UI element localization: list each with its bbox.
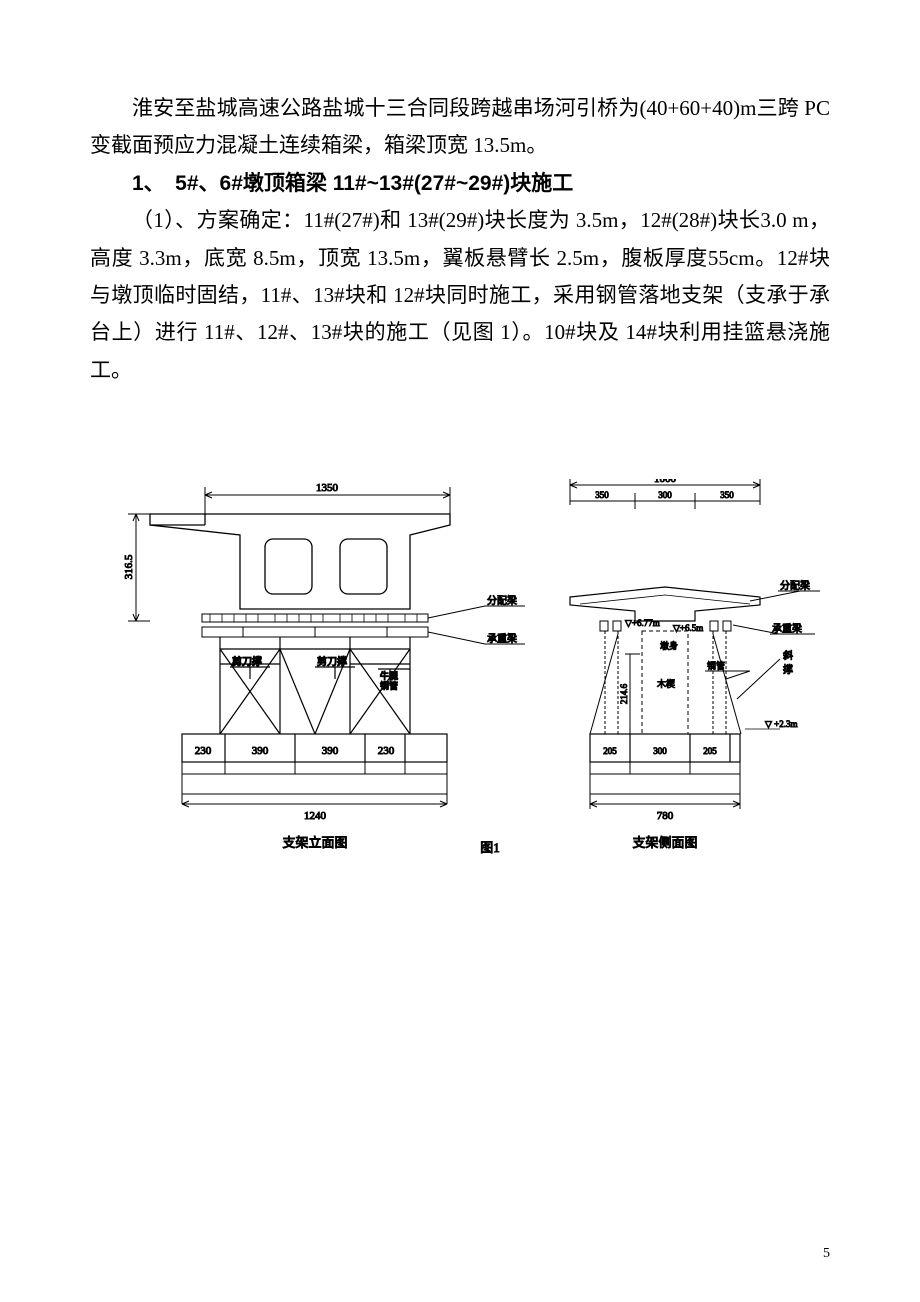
label-dunshen: 墩身 [660,640,678,651]
right-drawing: 1000 350 300 350 [570,479,820,850]
water-right: ▽ +2.3m [745,719,798,729]
dim-rb-2: 205 [703,746,717,756]
label-gangguan: 钢管 [707,660,725,671]
dim-lb-3: 230 [378,745,395,757]
dim-left-top: 1350 [205,482,450,514]
dim-right-bottom-total: 780 [590,774,740,822]
dim-right-top-segs: 350 300 350 [570,490,760,509]
dim-lb-1: 390 [252,745,269,757]
intro-paragraph: 淮安至盐城高速公路盐城十三合同段跨越串场河引桥为(40+60+40)m三跨 PC… [90,90,830,165]
elev-top: ▽+6.77m [625,618,660,628]
label-xiecheng-1: 斜 [783,649,793,662]
dim-lb-0: 230 [195,745,212,757]
label-xiecheng-2: 撑 [783,663,793,676]
dim-left-bottom-total: 1240 [182,774,447,822]
page-number: 5 [823,1246,830,1262]
distribution-beams-left: 分配梁 [202,594,525,622]
dim-left-height: 316.5 [123,514,150,621]
dim-rb-0: 205 [603,746,617,756]
dim-rt-2: 350 [720,490,734,500]
box-girder-left [150,514,450,609]
caption-left: 支架立面图 [282,835,347,850]
figure-svg: 1350 316.5 [100,479,820,859]
document-page: 淮安至盐城高速公路盐城十三合同段跨越串场河引桥为(40+60+40)m三跨 PC… [0,0,920,1302]
label-niutui-1: 牛腿 [380,670,398,681]
body-paragraph: （1）、方案确定：11#(27#)和 13#(29#)块长度为 3.5m，12#… [90,202,830,389]
dim-rb-1: 300 [653,746,667,756]
label-chengzhong-right: 承重梁 [733,622,815,635]
dim-rt-total: 1000 [654,479,677,485]
svg-text:分配梁: 分配梁 [780,579,810,592]
dim-rb-total: 780 [657,810,674,822]
dim-lb-2: 390 [322,745,339,757]
frame-left: 剪刀撑 剪刀撑 牛腿 钢管 [220,637,410,734]
label-muxie: 木楔 [657,678,675,689]
dim-left-top-val: 1350 [316,482,339,494]
dim-left-height-val: 316.5 [123,554,135,579]
figure-container: 1350 316.5 [90,479,830,859]
label-chengzhong-left: 承重梁 [487,632,517,645]
dim-rt-0: 350 [595,490,609,500]
cap-left [182,734,447,762]
caption-center: 图1 [480,840,500,855]
loadbearing-beams-left: 承重梁 [202,627,525,645]
water-sym: ▽ +2.3m [765,719,798,729]
section-heading: 1、 5#、6#墩顶箱梁 11#~13#(27#~29#)块施工 [90,165,830,202]
label-jiandao-2: 剪刀撑 [317,655,347,668]
label-fenpei-left: 分配梁 [487,594,517,607]
deck-right [570,587,760,621]
label-jiandao-1: 剪刀撑 [232,655,262,668]
dim-right-bottom-segs: 205 300 205 [590,734,740,774]
dim-rm-val: 214.6 [619,683,629,704]
dim-rt-1: 300 [658,490,672,500]
dim-left-bottom-segs: 230 390 390 230 [182,734,447,774]
caption-right: 支架侧面图 [632,835,697,850]
label-niutui-2: 钢管 [380,680,398,691]
svg-text:承重梁: 承重梁 [772,622,802,635]
dim-right-midheight: 214.6 [619,654,640,734]
dim-lb-total: 1240 [304,810,327,822]
left-drawing: 1350 316.5 [123,482,525,850]
